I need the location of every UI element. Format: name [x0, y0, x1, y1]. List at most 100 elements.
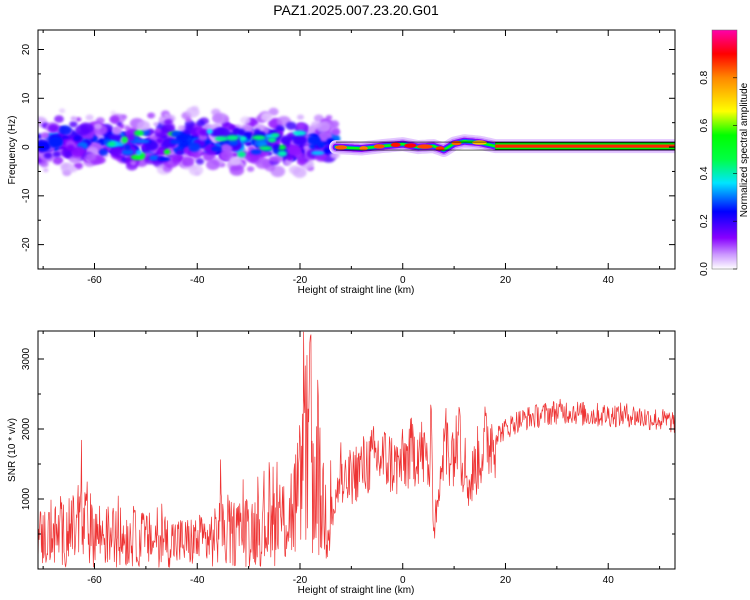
spectrogram-blob — [202, 151, 216, 162]
spectrogram-blob — [186, 107, 200, 118]
spectrogram-blob — [264, 163, 276, 172]
spectrogram-core — [250, 149, 262, 155]
figure-title: PAZ1.2025.007.23.20.G01 — [273, 2, 439, 18]
spectrogram-blob — [268, 107, 279, 116]
spectrogram-core — [121, 149, 134, 156]
spectrogram-blob — [289, 165, 301, 175]
spectrogram-blob — [229, 156, 242, 166]
snr-y-label: SNR (10 * v/v) — [7, 418, 18, 482]
spectrogram-blob — [285, 121, 297, 131]
spectrogram-blob — [93, 123, 102, 130]
spectrogram-blob — [181, 156, 195, 167]
spectrogram-core — [149, 155, 159, 161]
colorbar-ticks: 0.0 0.2 0.4 0.6 0.8 — [699, 70, 737, 276]
spectrogram-blob — [287, 156, 293, 161]
spectrogram-band-core — [495, 144, 675, 148]
spectrogram-core — [163, 149, 171, 155]
spectrogram-y-tick-label: -20 — [21, 237, 32, 252]
snr-y-tick-label: 2000 — [21, 417, 32, 440]
spectrogram-core — [311, 150, 325, 156]
spectrogram-blob — [216, 127, 230, 138]
spectrogram-blob — [47, 124, 59, 133]
spectrogram-blob — [58, 125, 72, 135]
spectrogram-blob — [177, 125, 186, 132]
spectrogram-core — [251, 135, 266, 141]
spectrogram-core — [258, 146, 273, 151]
spectrogram-blob — [73, 134, 82, 142]
spectrogram-blob — [130, 160, 137, 166]
spectrogram-core — [323, 147, 331, 155]
spectrogram-plot-area — [38, 105, 675, 178]
spectrogram-core — [292, 130, 307, 136]
spectrogram-blob — [164, 118, 173, 126]
spectrogram-blob — [243, 125, 254, 133]
snr-x-tick-label: 20 — [500, 575, 512, 586]
spectrogram-core — [258, 141, 268, 147]
spectrogram-blob — [85, 152, 97, 162]
spectrogram-blob — [126, 134, 135, 141]
spectrogram-blob — [99, 148, 108, 156]
spectrogram-x-label: Height of straight line (km) — [298, 285, 415, 296]
spectrogram-blob — [240, 116, 251, 125]
snr-y-tick-label: 1000 — [21, 487, 32, 510]
snr-x-tick-label: 40 — [603, 575, 615, 586]
spectrogram-blob — [229, 164, 245, 176]
colorbar-tick-label: 0.0 — [699, 262, 710, 276]
spectrogram-x-tick-label: 20 — [500, 275, 512, 286]
spectrogram-y-tick-label: 0 — [21, 144, 32, 150]
colorbar-tick-label: 0.2 — [699, 214, 710, 228]
spectrogram-blob — [112, 127, 123, 135]
spectrogram-x-tick-label: -60 — [87, 275, 102, 286]
spectrogram-blob — [287, 144, 302, 156]
colorbar: 0.0 0.2 0.4 0.6 0.8 Normalized spectral ampl… — [699, 29, 750, 276]
spectrogram-blob — [213, 123, 221, 129]
spectrogram-blob — [59, 108, 66, 114]
spectrogram-blob — [273, 154, 284, 163]
spectrogram-blob — [40, 132, 50, 140]
spectrogram-core — [133, 130, 144, 137]
spectrogram-blob — [331, 128, 341, 136]
spectrogram-band-peak — [373, 144, 385, 149]
spectrogram-blob — [110, 110, 117, 116]
spectrogram-band-peak — [335, 145, 348, 150]
spectrogram-blob — [70, 116, 77, 121]
spectrogram-core — [157, 157, 171, 162]
spectrogram-y-axis: -20 -10 0 10 20 — [21, 44, 675, 270]
spectrogram-blob — [220, 143, 233, 153]
snr-x-label: Height of straight line (km) — [298, 585, 415, 596]
spectrogram-blob — [54, 115, 64, 123]
spectrogram-blob — [80, 123, 94, 134]
spectrogram-x-tick-label: 0 — [400, 275, 406, 286]
spectrogram-band-peak — [451, 140, 462, 146]
spectrogram-core — [124, 144, 131, 150]
snr-series-line — [38, 331, 675, 568]
spectrogram-blob — [269, 156, 276, 162]
spectrogram-blob — [40, 161, 49, 168]
spectrogram-band-peak — [359, 146, 368, 151]
spectrogram-frame — [37, 29, 676, 270]
snr-panel: -60 -40 -20 0 20 40 1000 2000 3000 Height of st… — [7, 330, 676, 596]
spectrogram-blob — [280, 135, 293, 146]
spectrogram-x-tick-label: 40 — [603, 275, 615, 286]
colorbar-gradient — [711, 29, 738, 270]
spectrogram-core — [237, 151, 247, 158]
spectrogram-y-tick-label: 20 — [21, 44, 32, 56]
spectrogram-blob — [188, 142, 201, 152]
spectrogram-x-tick-label: -40 — [190, 275, 205, 286]
spectrogram-blob — [156, 137, 164, 144]
spectrogram-blob — [219, 150, 233, 161]
spectrogram-blob — [64, 150, 73, 158]
spectrogram-x-tick-label: -20 — [293, 275, 308, 286]
spectrogram-blob — [73, 162, 84, 170]
spectrogram-band-peak — [417, 144, 433, 149]
spectrogram-blob — [154, 128, 162, 134]
spectrogram-blob — [43, 152, 53, 159]
spectrogram-core — [130, 154, 145, 161]
spectrogram-blob — [237, 128, 246, 135]
spectrogram-band-peak — [404, 143, 417, 148]
snr-x-tick-label: 0 — [400, 575, 406, 586]
spectrogram-core — [277, 144, 287, 151]
spectrogram-core — [228, 139, 239, 146]
spectrogram-core — [272, 144, 280, 150]
